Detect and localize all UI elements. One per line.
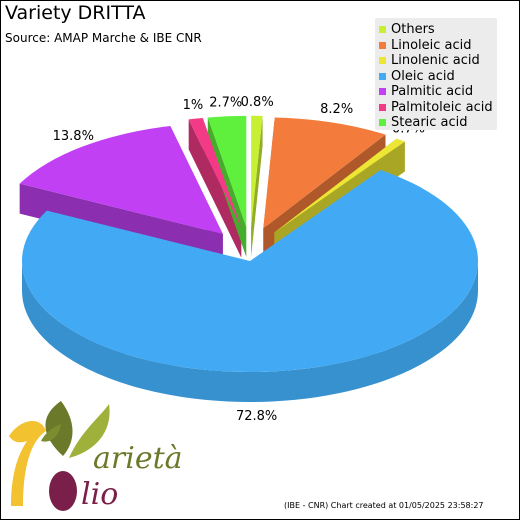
logo-leaves [41, 401, 110, 458]
chart-title: Variety DRITTA [5, 2, 146, 24]
legend-item[interactable]: Oleic acid [379, 69, 455, 84]
legend-label: Palmitic acid [391, 84, 474, 99]
legend-item[interactable]: Linolenic acid [379, 53, 480, 68]
logo-leaf-small [41, 424, 61, 442]
pie-slice-palmitoleic-acid[interactable] [188, 118, 242, 228]
pie-slice-linoleic-acid[interactable] [263, 117, 386, 229]
legend-item[interactable]: Others [379, 22, 435, 37]
chart-credit: (IBE - CNR) Chart created at 01/05/2025 … [284, 501, 484, 510]
legend-item[interactable]: Linoleic acid [379, 38, 472, 53]
legend-item[interactable]: Palmitic acid [379, 84, 473, 99]
data-label-palmitoleic-acid: 1% [183, 98, 204, 113]
legend-swatch [379, 57, 386, 64]
logo-word-varieta: arietà [93, 441, 183, 476]
logo-leaf-light [69, 404, 110, 458]
pie-slice-edge-palmitoleic-acid [188, 119, 242, 258]
pie-slice-others[interactable] [251, 115, 263, 227]
chart-subtitle: Source: AMAP Marche & IBE CNR [5, 31, 202, 45]
legend-label: Others [391, 22, 435, 37]
legend: Others Linoleic acid Linolenic acid Oleic a… [375, 18, 497, 130]
pie-slice-wall-oleic-acid [22, 261, 478, 402]
data-label-linoleic-acid: 8.2% [320, 102, 353, 117]
legend-label: Stearic acid [391, 115, 468, 130]
logo-olive [49, 471, 77, 511]
data-label-stearic-acid: 2.7% [209, 95, 242, 110]
legend-swatch [379, 103, 386, 111]
logo-word-olio: lio [81, 477, 118, 512]
legend-label: Linolenic acid [391, 53, 480, 68]
legend-swatch [379, 26, 386, 33]
data-label-oleic-acid: 72.8% [236, 409, 277, 424]
legend-swatch [379, 119, 386, 126]
data-label-palmitic-acid: 13.8% [53, 129, 94, 144]
legend-swatch [379, 41, 386, 49]
legend-swatch [379, 72, 386, 80]
legend-swatch [379, 88, 386, 95]
legend-label: Linoleic acid [391, 37, 472, 53]
legend-label: Palmitoleic acid [391, 99, 493, 115]
pie-slice-linolenic-acid[interactable] [274, 138, 405, 233]
pie-slice-stearic-acid[interactable] [207, 115, 247, 227]
data-label-others: 0.8% [241, 95, 274, 110]
legend-label: Oleic acid [391, 68, 455, 84]
logo-numeral-one [9, 420, 46, 506]
pie-slice-oleic-acid[interactable] [21, 169, 478, 372]
pie-slice-palmitic-acid[interactable] [19, 126, 223, 235]
legend-item[interactable]: Stearic acid [379, 115, 468, 130]
varieta-olio-logo: arietà lio [9, 401, 183, 512]
pie-slice-edge-others [251, 115, 263, 257]
legend-item[interactable]: Palmitoleic acid [379, 100, 493, 115]
